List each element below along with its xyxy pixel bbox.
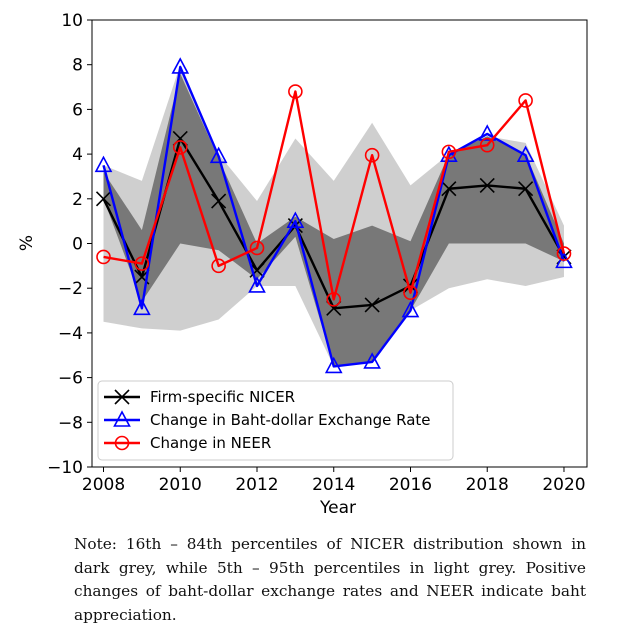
nicer-point [249,262,265,278]
baht-dollar-point [555,251,573,269]
legend-item-neer: Change in NEER [104,434,271,452]
nicer-point [479,177,495,193]
neer-point [211,258,226,274]
nicer-point [211,193,227,209]
legend-label: Change in NEER [150,434,271,452]
baht-dollar-point [133,298,151,316]
baht-dollar-point [440,145,458,163]
y-tick-label: 2 [72,190,83,210]
y-tick-label: −6 [58,369,83,389]
x-tick-label: 2008 [82,475,125,495]
legend-label: Firm-specific NICER [150,388,295,406]
legend: Firm-specific NICER Change in Baht-dollar… [97,380,454,461]
neer-point [518,93,533,108]
legend-marker [113,410,131,427]
neer-point [288,84,303,99]
legend-box [97,380,454,461]
neer-point [479,137,495,153]
nicer-point [364,297,380,313]
baht-dollar-point [94,155,113,173]
baht-dollar-point [248,276,266,293]
baht-dollar-point [478,124,497,141]
x-axis-label: Year [319,498,356,518]
y-axis-label: % [17,235,37,251]
nicer-point [95,191,112,207]
nicer-point [441,181,457,197]
legend-item-baht-dollar: Change in Baht-dollar Exchange Rate [104,410,431,429]
y-tick-label: 6 [72,100,83,120]
neer-point [441,144,457,160]
x-tick-label: 2014 [312,475,355,495]
x-tick-label: 2020 [542,475,585,495]
baht-dollar-point [286,211,305,228]
series-lines [94,57,573,374]
series-baht-dollar [94,57,573,374]
neer-point [134,256,150,271]
y-tick-label: 8 [72,56,83,76]
neer-line [103,90,566,301]
neer-point [326,292,342,307]
x-tick-label: 2012 [235,475,278,495]
neer-point [96,249,111,265]
baht-dollar-point [171,57,190,74]
y-tick-label: −2 [58,279,83,299]
y-tick-label: 10 [61,11,83,31]
x-tick-label: 2018 [466,475,509,495]
legend-item-nicer: Firm-specific NICER [104,388,295,406]
baht-dollar-point [209,146,228,164]
baht-dollar-point [401,300,420,318]
legend-label: Change in Baht-dollar Exchange Rate [150,411,431,429]
y-axis: 10 8 6 4 2 0 −2 −4 −6 −8 −10 [47,11,92,478]
x-axis: 2008 2010 2012 2014 2016 2018 2020 [82,467,586,495]
y-tick-label: −4 [58,324,83,344]
neer-point [249,240,265,256]
neer-point [556,246,572,261]
neer-point [172,140,188,155]
y-tick-label: −8 [58,413,83,433]
x-tick-label: 2016 [389,475,432,495]
baht-dollar-point [324,356,343,374]
baht-dollar-line [102,65,566,368]
baht-dollar-point [363,352,381,369]
y-tick-label: 0 [72,235,83,255]
figure-note: Note: 16th – 84th percentiles of NICER d… [74,535,586,624]
legend-marker [114,389,130,405]
x-tick-label: 2010 [159,475,202,495]
neer-point [403,285,418,300]
baht-dollar-point [516,145,535,163]
series-neer [96,84,572,307]
nicer-point [518,181,534,197]
legend-marker [114,435,130,451]
neer-point [364,147,380,163]
y-tick-label: 4 [72,145,83,165]
light-grey-band [103,64,564,367]
chart: 2008 2010 2012 2014 2016 2018 2020 10 8 6 4 2 0 −2 −4… [17,11,588,518]
y-tick-label: −10 [47,458,83,478]
